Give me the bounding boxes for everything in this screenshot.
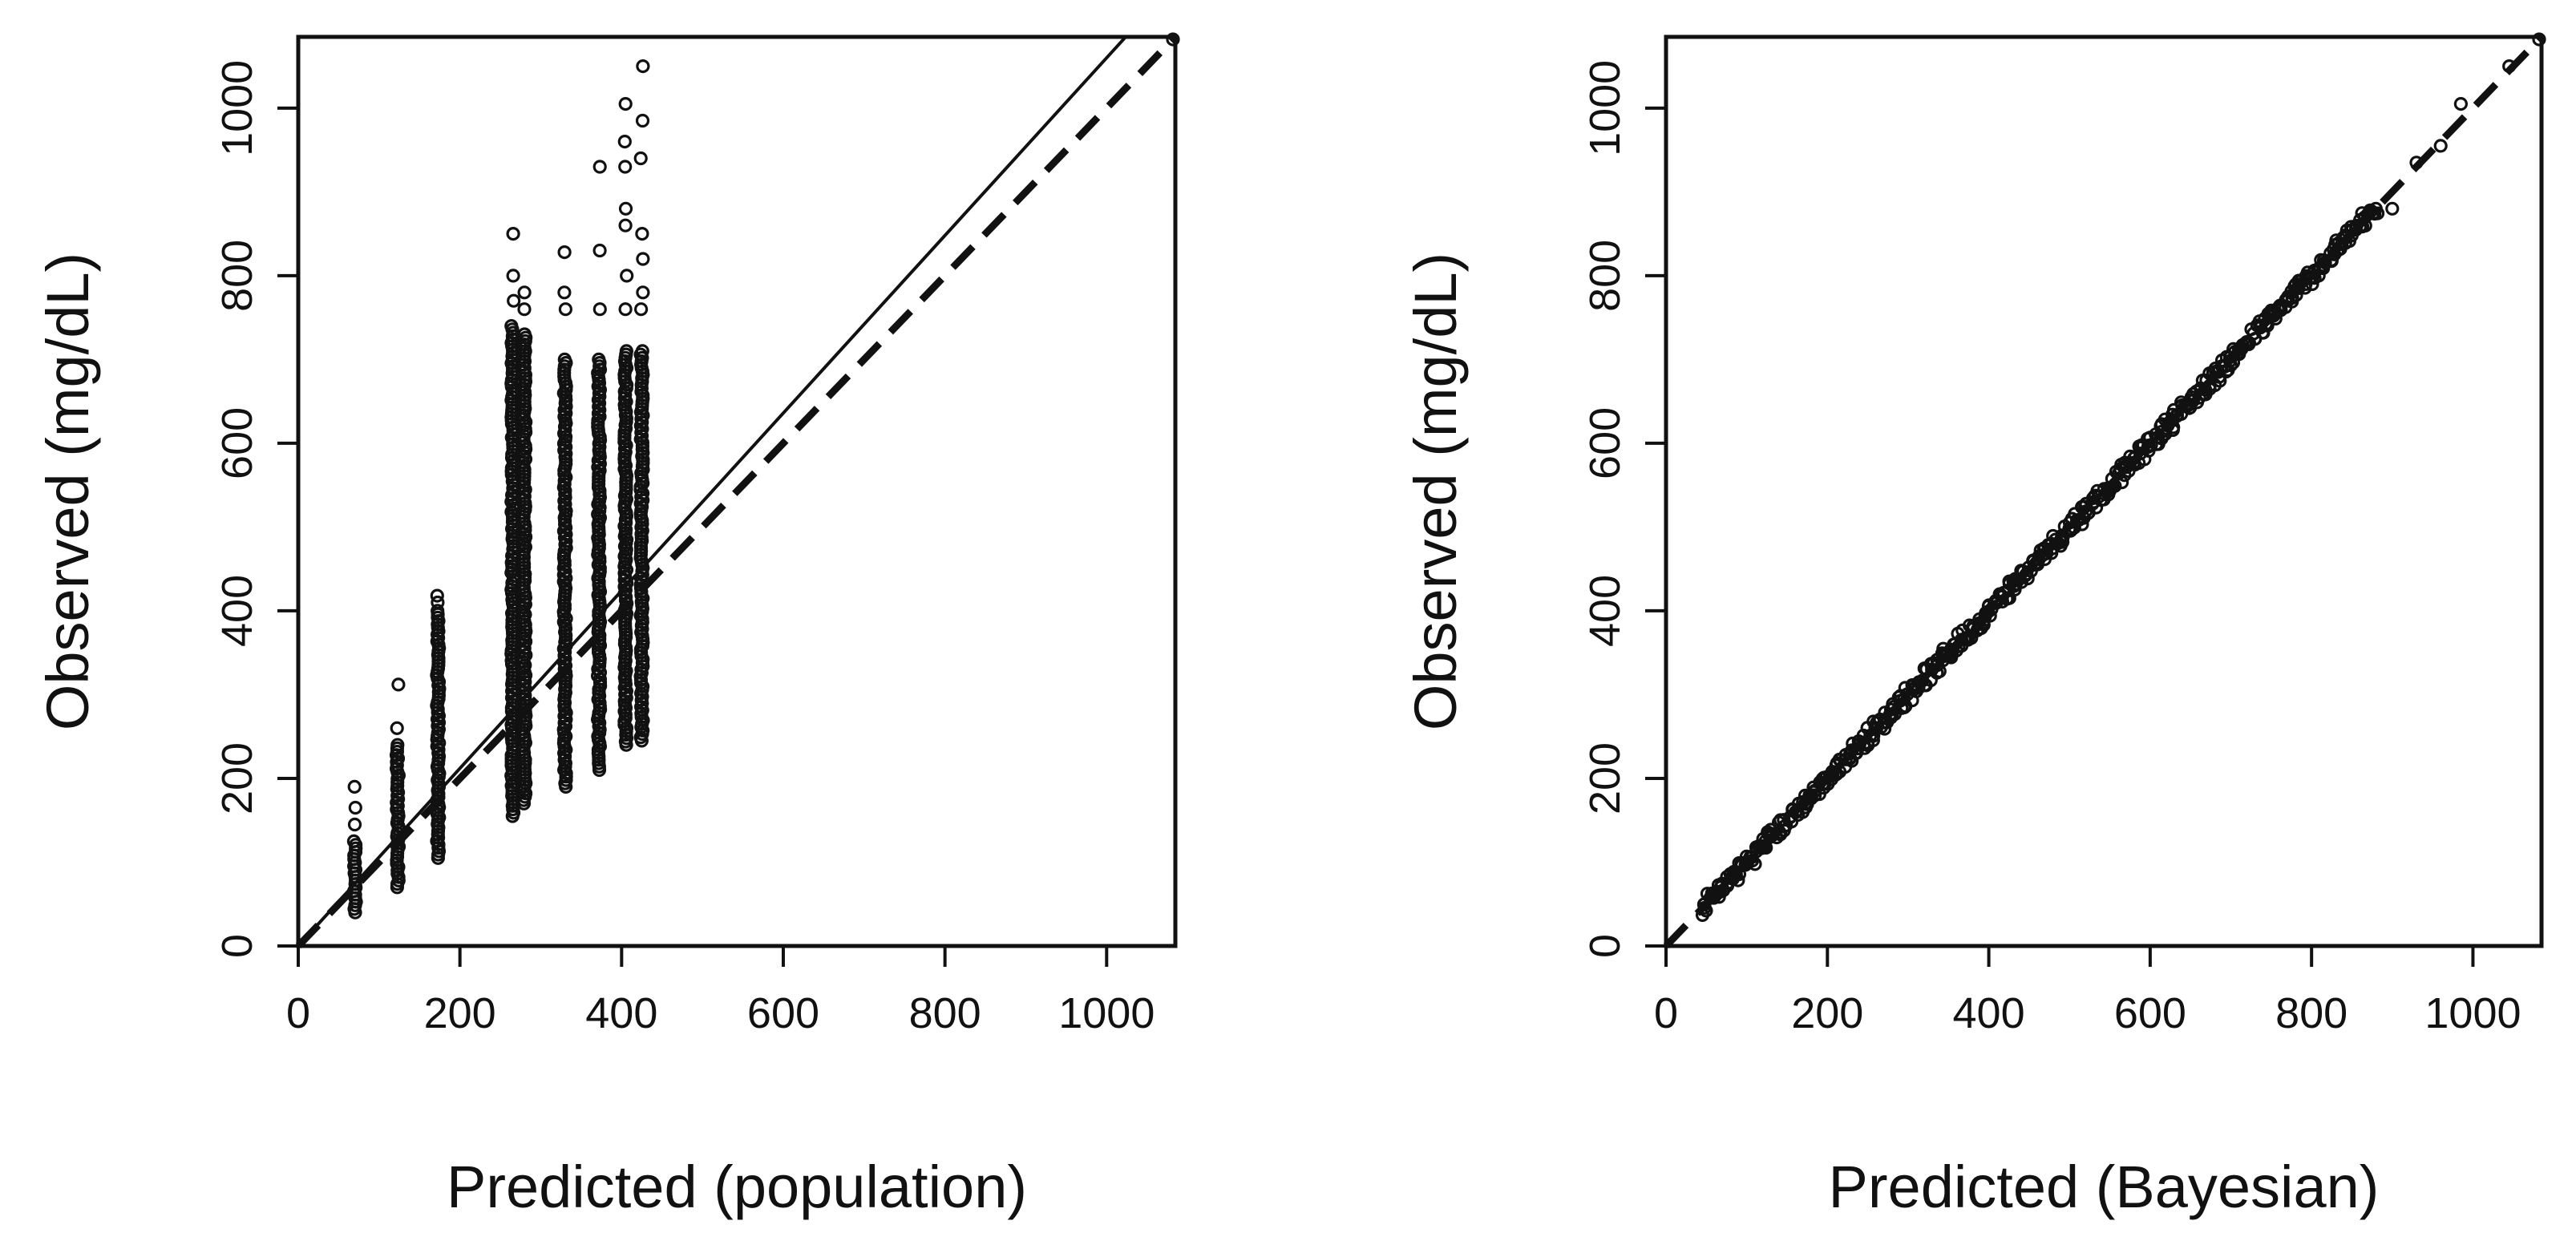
right-x-axis: 0 200 400 600 800 1000	[1654, 946, 2521, 1037]
data-point	[635, 227, 649, 241]
data-point	[2453, 97, 2468, 111]
x-tick-label: 600	[2114, 989, 2186, 1037]
data-point	[506, 269, 520, 283]
data-point	[517, 327, 532, 342]
y-tick-label: 200	[213, 742, 261, 815]
y-tick-label: 0	[1581, 934, 1629, 958]
y-tick-label: 800	[1581, 240, 1629, 312]
data-point	[431, 604, 445, 618]
left-y-axis-title: Observed (mg/dL)	[34, 253, 101, 730]
data-point	[592, 243, 607, 258]
data-point	[390, 738, 405, 752]
x-tick-label: 1000	[1058, 989, 1155, 1037]
data-point	[1166, 32, 1180, 46]
data-point	[346, 834, 361, 849]
data-point	[504, 319, 519, 333]
right-reference-lines	[1663, 34, 2545, 949]
data-point	[557, 352, 572, 366]
data-point	[507, 293, 521, 308]
data-point	[517, 302, 532, 317]
data-point	[348, 800, 362, 815]
data-point	[633, 151, 648, 166]
data-point	[618, 218, 633, 232]
data-point	[506, 227, 520, 241]
y-tick-label: 800	[213, 240, 261, 312]
left-x-axis: 0 200 400 600 800 1000	[286, 946, 1155, 1037]
right-x-axis-title: Predicted (Bayesian)	[1829, 1154, 2380, 1220]
identity-line	[1663, 34, 2545, 949]
data-point	[636, 59, 650, 74]
data-point	[558, 302, 573, 317]
data-point	[619, 344, 634, 358]
identity-line	[295, 34, 1179, 949]
data-point	[2532, 32, 2546, 46]
left-x-axis-title: Predicted (population)	[447, 1154, 1027, 1220]
x-tick-label: 400	[1953, 989, 2025, 1037]
x-tick-label: 200	[1791, 989, 1863, 1037]
right-plot-frame	[1664, 34, 2544, 948]
y-tick-label: 200	[1581, 742, 1629, 815]
right-panel: 0 200 400 600 800 1000 0 200 400 600 800 1000 Pred…	[1402, 32, 2546, 1220]
x-tick-label: 0	[286, 989, 310, 1037]
data-point	[2385, 201, 2400, 216]
data-point	[557, 245, 572, 260]
data-point	[635, 113, 650, 128]
right-y-axis: 0 200 400 600 800 1000	[1581, 60, 1666, 958]
y-tick-label: 600	[213, 407, 261, 479]
regression-line	[297, 35, 1127, 948]
x-tick-label: 0	[1654, 989, 1678, 1037]
data-point	[633, 302, 649, 317]
data-point	[618, 97, 633, 111]
left-reference-lines	[295, 34, 1179, 949]
data-point	[557, 285, 572, 300]
x-tick-label: 800	[909, 989, 981, 1037]
data-point	[617, 135, 632, 149]
data-point	[618, 160, 633, 174]
data-point	[391, 677, 406, 692]
data-point	[1878, 722, 1892, 736]
y-tick-label: 0	[213, 934, 261, 958]
data-point	[592, 352, 606, 366]
y-tick-label: 1000	[213, 60, 261, 156]
x-tick-label: 800	[2275, 989, 2348, 1037]
x-tick-label: 400	[585, 989, 657, 1037]
left-scatter-points	[346, 32, 1180, 920]
left-plot-frame	[296, 34, 1178, 948]
data-point	[636, 252, 650, 266]
data-point	[618, 201, 633, 216]
data-point	[517, 285, 532, 300]
data-point	[620, 269, 634, 283]
data-point	[2433, 139, 2448, 153]
data-point	[347, 817, 362, 832]
data-point	[347, 779, 362, 794]
x-tick-label: 200	[424, 989, 496, 1037]
left-panel: 0 200 400 600 800 1000 0 200 400 600 800 1000 Pred…	[34, 32, 1180, 1220]
x-tick-label: 600	[747, 989, 819, 1037]
data-point	[390, 721, 404, 735]
x-tick-label: 1000	[2424, 989, 2521, 1037]
right-y-axis-title: Observed (mg/dL)	[1402, 253, 1469, 730]
data-point	[430, 588, 444, 603]
data-point	[431, 595, 445, 610]
y-tick-label: 400	[1581, 575, 1629, 647]
data-point	[635, 344, 649, 358]
data-point	[618, 302, 633, 317]
data-point	[2371, 206, 2385, 220]
y-tick-label: 600	[1581, 407, 1629, 479]
left-y-axis: 0 200 400 600 800 1000	[213, 60, 298, 958]
y-tick-label: 400	[213, 575, 261, 647]
data-point	[636, 285, 650, 300]
data-point	[592, 302, 607, 317]
data-point	[592, 160, 607, 174]
y-tick-label: 1000	[1581, 60, 1629, 156]
